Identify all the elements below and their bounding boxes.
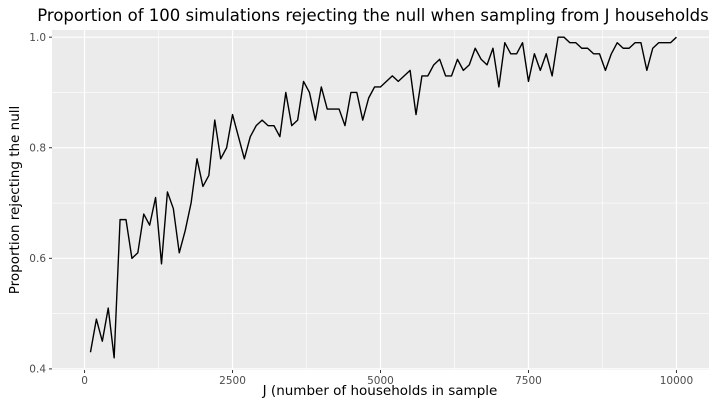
x-tick-label: 2500 <box>219 375 246 387</box>
series-line <box>89 36 677 359</box>
y-tick-label: 0.4 <box>29 364 46 376</box>
chart-title: Proportion of 100 simulations rejecting … <box>37 6 709 25</box>
x-tick-label: 10000 <box>660 375 693 387</box>
y-axis-title: Proportion rejecting the null <box>7 106 23 295</box>
y-axis-ticks: 0.4 0.6 0.8 1.0 <box>29 32 52 376</box>
x-axis-title: J (number of households in sample <box>262 383 498 399</box>
x-tick-label: 0 <box>81 375 88 387</box>
x-axis-ticks: 0 2500 5000 7500 10000 <box>81 370 693 387</box>
y-tick-label: 0.8 <box>29 143 46 155</box>
y-tick-label: 1.0 <box>29 32 46 44</box>
x-tick-label: 7500 <box>515 375 542 387</box>
y-tick-label: 0.6 <box>29 253 46 265</box>
x-tick-label: 5000 <box>367 375 394 387</box>
